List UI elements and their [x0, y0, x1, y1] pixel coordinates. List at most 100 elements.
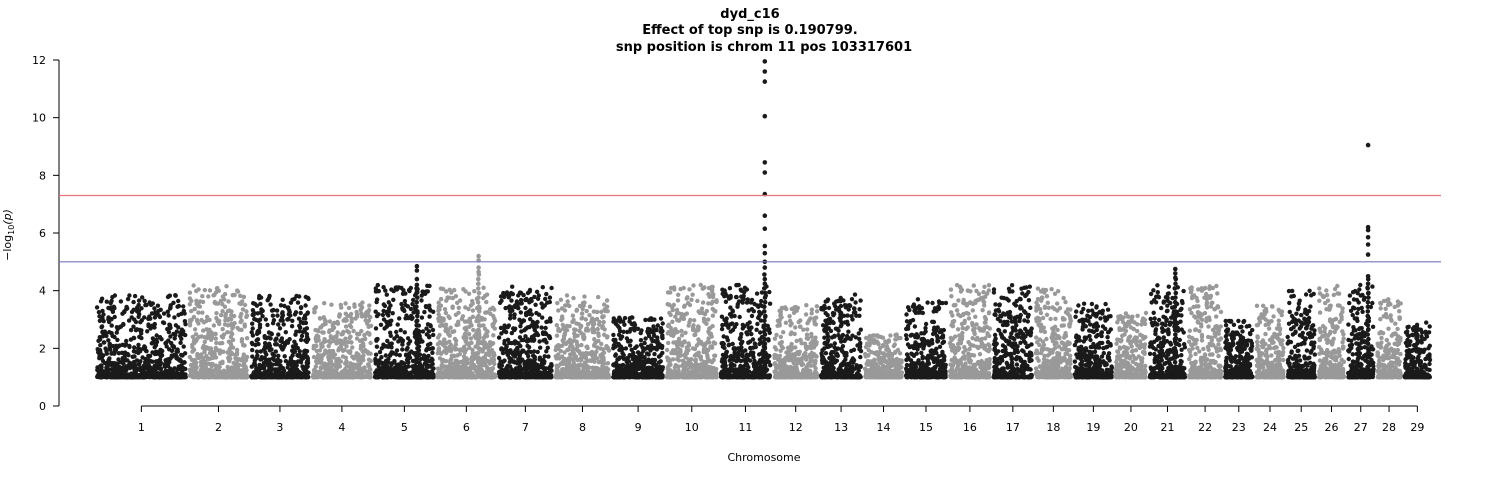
snp-point [168, 303, 173, 308]
snp-point [407, 288, 412, 294]
snp-point [430, 350, 435, 355]
snp-point [267, 361, 272, 367]
snp-point [297, 352, 302, 358]
snp-point [224, 373, 229, 378]
x-tick-label: 18 [1046, 421, 1060, 434]
snp-peak-point [476, 281, 481, 287]
snp-point [483, 333, 488, 338]
y-tick-label: 2 [39, 342, 46, 355]
x-tick-label: 11 [738, 421, 752, 434]
snp-point [182, 311, 187, 316]
snp-point [584, 308, 589, 314]
snp-point [211, 323, 217, 328]
snp-point [464, 375, 469, 380]
snp-point [466, 342, 471, 347]
snp-point [427, 372, 432, 378]
snp-point [395, 373, 400, 379]
snp-point [145, 370, 150, 375]
snp-point [517, 355, 522, 360]
snp-point [274, 308, 280, 313]
snp-point [510, 284, 515, 289]
snp-point [116, 370, 121, 376]
snp-point [441, 340, 446, 345]
snp-point [497, 369, 502, 375]
snp-point [100, 369, 106, 374]
y-tick-label: 6 [39, 227, 46, 240]
snp-point [228, 339, 233, 345]
snp-point [602, 372, 608, 378]
snp-point [231, 365, 236, 370]
snp-point [284, 339, 290, 344]
snp-point [456, 305, 461, 310]
snp-point [544, 340, 549, 345]
snp-point [166, 313, 171, 318]
snp-point [383, 362, 388, 367]
snp-point [334, 366, 339, 371]
snp-point [377, 349, 383, 355]
snp-point [292, 360, 298, 365]
snp-point [108, 300, 113, 306]
snp-point [154, 333, 159, 338]
snp-point [544, 291, 549, 297]
snp-point [225, 330, 230, 335]
snp-point [134, 366, 139, 371]
snp-point [399, 337, 404, 342]
snp-point [231, 313, 237, 319]
snp-point [561, 336, 567, 341]
snp-point [135, 305, 140, 310]
snp-point [166, 338, 171, 343]
snp-point [165, 326, 170, 332]
snp-point [178, 358, 184, 364]
snp-peak-point [415, 309, 420, 314]
snp-point [335, 340, 341, 345]
snp-point [152, 351, 158, 357]
snp-point [299, 333, 305, 339]
snp-point [240, 299, 245, 304]
snp-point [155, 303, 161, 308]
snp-point [348, 334, 353, 339]
snp-point [311, 346, 316, 351]
snp-point [293, 310, 299, 315]
snp-point [599, 341, 604, 347]
snp-point [191, 347, 197, 352]
snp-point [452, 336, 458, 342]
snp-point [425, 358, 430, 364]
snp-point [241, 352, 246, 357]
snp-point [480, 341, 486, 346]
snp-point [374, 313, 380, 319]
snp-point [140, 374, 146, 380]
snp-point [305, 310, 310, 315]
snp-point [605, 345, 611, 350]
snp-point [220, 340, 225, 346]
snp-point [159, 337, 164, 342]
snp-point [149, 311, 155, 316]
snp-point [240, 375, 245, 380]
snp-point [502, 341, 507, 346]
snp-point [548, 319, 553, 324]
snp-point [155, 372, 160, 377]
snp-point [569, 341, 574, 346]
snp-point [564, 293, 570, 298]
snp-point [524, 339, 530, 344]
snp-point [239, 311, 244, 317]
snp-point [537, 339, 542, 344]
snp-point [178, 340, 183, 345]
snp-point [227, 353, 232, 359]
snp-point [328, 373, 334, 378]
snp-point [100, 308, 105, 314]
snp-point [374, 344, 380, 349]
snp-point [543, 325, 548, 331]
snp-point [558, 374, 563, 380]
snp-point [466, 306, 471, 312]
snp-point [518, 310, 523, 315]
snp-peak-point [476, 323, 482, 328]
x-tick-label: 12 [789, 421, 803, 434]
snp-point [424, 346, 430, 352]
snp-point [103, 331, 108, 336]
snp-point [559, 317, 564, 323]
snp-point [397, 316, 402, 321]
snp-point [428, 341, 433, 346]
snp-point [120, 365, 125, 371]
snp-point [560, 361, 566, 366]
snp-point [289, 324, 295, 329]
